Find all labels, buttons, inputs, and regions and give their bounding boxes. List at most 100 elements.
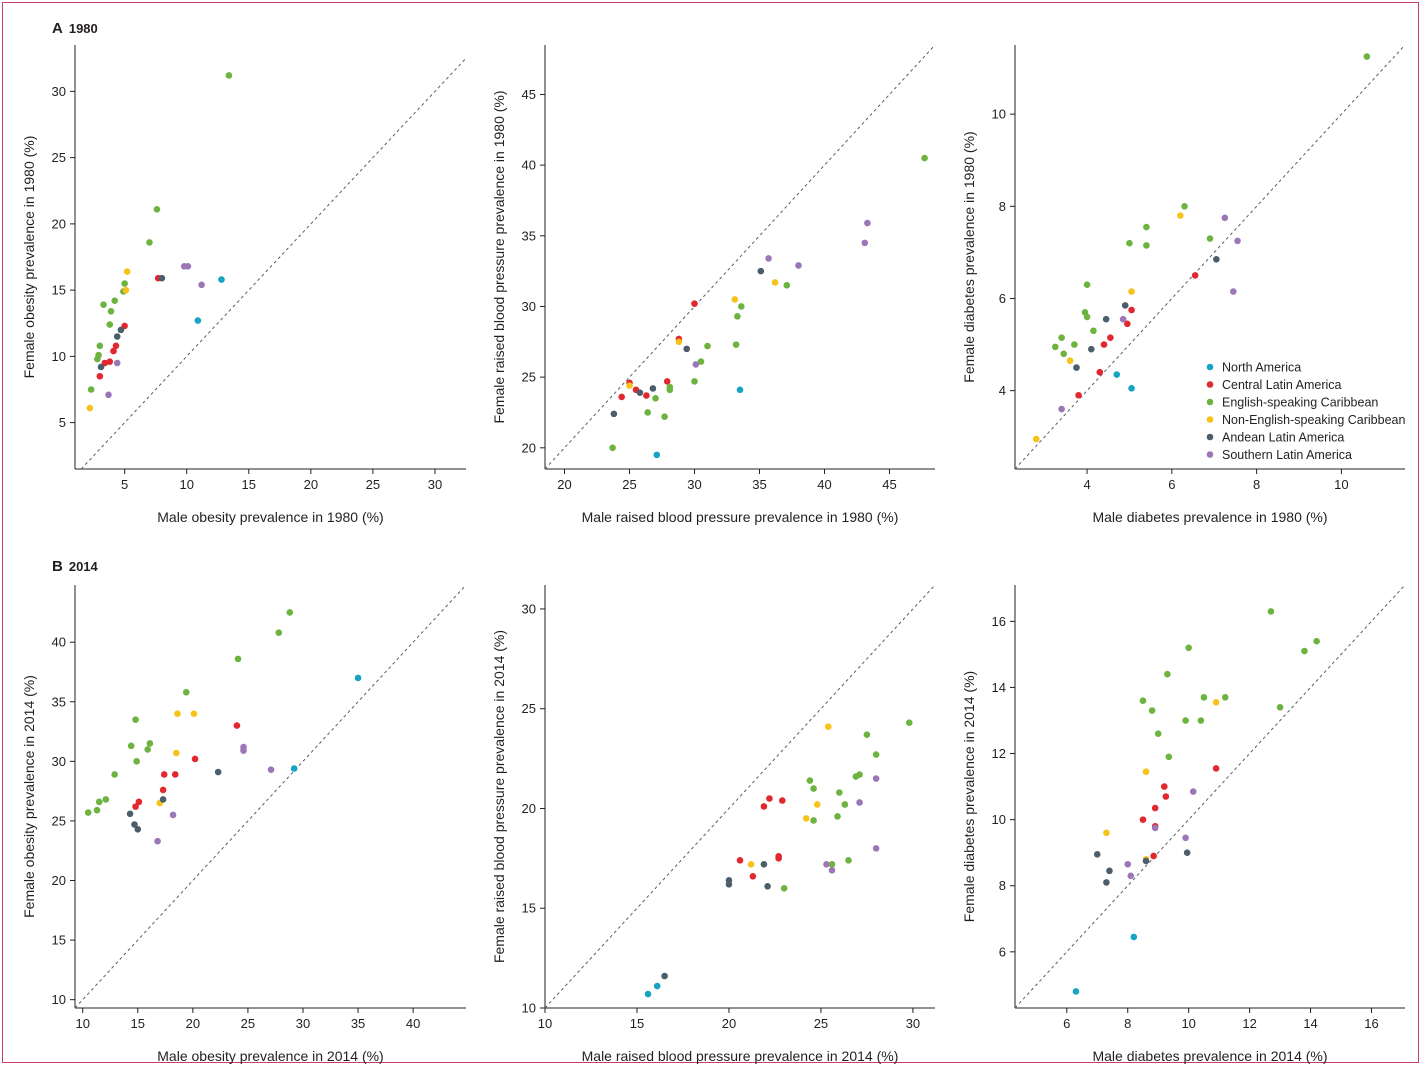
data-point	[1090, 327, 1097, 335]
data-point	[666, 386, 674, 394]
y-tick-label: 20	[52, 873, 66, 888]
data-point	[131, 821, 138, 828]
y-tick-label: 40	[522, 158, 536, 173]
panel-a-label: A 1980	[52, 20, 98, 37]
data-point	[1221, 694, 1229, 701]
data-point	[845, 857, 852, 864]
data-point	[1124, 320, 1131, 328]
y-tick-label: 16	[992, 614, 1006, 629]
x-axis-label: Male obesity prevalence in 1980 (%)	[157, 509, 383, 525]
data-point	[174, 710, 181, 717]
data-point	[691, 378, 698, 385]
data-point	[146, 239, 153, 246]
data-point	[1267, 608, 1275, 615]
x-tick-label: 6	[1063, 1016, 1070, 1031]
y-tick-label: 30	[522, 601, 536, 616]
data-point	[1148, 707, 1156, 714]
x-tick-label: 10	[75, 1016, 89, 1031]
y-axis-label: Female raised blood pressure prevalence …	[491, 630, 507, 963]
y-tick-label: 20	[52, 216, 66, 231]
data-point	[1154, 730, 1162, 738]
y-tick-label: 25	[522, 701, 536, 716]
legend-marker	[1206, 381, 1214, 388]
data-point	[921, 154, 928, 162]
data-point	[234, 655, 242, 663]
data-point	[1182, 834, 1189, 842]
data-point	[1066, 357, 1074, 364]
data-point	[732, 341, 740, 348]
data-point	[683, 345, 690, 353]
x-tick-label: 12	[1242, 1016, 1256, 1031]
data-point	[872, 845, 880, 852]
data-point	[653, 451, 661, 459]
data-point	[182, 688, 190, 696]
y-axis-label: Female diabetes prevalence in 1980 (%)	[961, 131, 977, 382]
data-point	[872, 751, 880, 758]
x-tick-label: 25	[814, 1016, 828, 1031]
data-point	[691, 300, 698, 307]
data-point	[1128, 385, 1135, 392]
legend-entry: English-speaking Caribbean	[1222, 396, 1378, 410]
y-tick-label: 15	[52, 933, 66, 948]
y-tick-label: 8	[999, 199, 1006, 214]
x-tick-label: 30	[296, 1016, 310, 1031]
data-point	[780, 884, 788, 892]
y-tick-label: 15	[52, 283, 66, 298]
data-point	[240, 747, 247, 754]
y-tick-label: 30	[52, 754, 66, 769]
legend-entry: Non-English-speaking Caribbean	[1222, 413, 1405, 427]
data-point	[1130, 933, 1138, 941]
data-point	[84, 809, 92, 816]
data-point	[286, 609, 294, 616]
data-point	[233, 722, 241, 729]
data-point	[1075, 391, 1082, 399]
panel-b-letter: B	[52, 558, 63, 575]
data-point	[810, 817, 817, 824]
data-point	[863, 731, 871, 738]
data-point	[113, 359, 121, 367]
data-point	[127, 742, 135, 750]
data-point	[122, 286, 130, 294]
data-point	[836, 789, 843, 796]
data-point	[813, 801, 821, 808]
data-point	[749, 873, 757, 880]
x-tick-label: 30	[906, 1016, 920, 1031]
y-tick-label: 35	[522, 228, 536, 243]
data-point	[1058, 405, 1065, 413]
chart-5: 10 15 20 25 30 10 15 20 25 30 Male raised blood pr…	[491, 584, 936, 1064]
data-point	[169, 811, 177, 819]
chart-4: 10 15 20 25 30 35 40 10 15 20 25 30 35 40 Male obesity…	[21, 584, 467, 1064]
data-point	[96, 372, 104, 380]
data-point	[1127, 872, 1135, 880]
data-point	[1121, 302, 1129, 309]
data-point	[1151, 824, 1159, 832]
data-point	[1177, 212, 1184, 219]
data-point	[354, 674, 362, 682]
data-point	[1363, 53, 1371, 60]
x-tick-label: 15	[630, 1016, 644, 1031]
data-point	[1139, 697, 1147, 704]
data-point	[1160, 783, 1168, 790]
chart-1: 5 10 15 20 25 30 5 10 15 20 25 30 Male obesity preva…	[21, 45, 467, 525]
legend-marker	[1206, 363, 1214, 371]
data-point	[766, 795, 773, 802]
data-point	[1151, 804, 1159, 812]
data-point	[132, 716, 139, 723]
y-tick-label: 25	[52, 150, 66, 165]
data-point	[113, 333, 121, 340]
data-point	[1143, 242, 1150, 249]
data-point	[775, 855, 782, 862]
data-point	[765, 255, 772, 262]
data-point	[802, 815, 810, 822]
x-tick-label: 4	[1083, 477, 1090, 492]
data-point	[856, 799, 863, 806]
data-point	[1142, 857, 1150, 865]
data-point	[1200, 694, 1208, 701]
data-point	[636, 389, 644, 396]
x-tick-label: 20	[557, 477, 571, 492]
data-point	[649, 385, 657, 392]
data-point	[644, 990, 652, 998]
data-point	[144, 746, 151, 753]
data-point	[191, 755, 199, 763]
data-point	[661, 413, 668, 421]
